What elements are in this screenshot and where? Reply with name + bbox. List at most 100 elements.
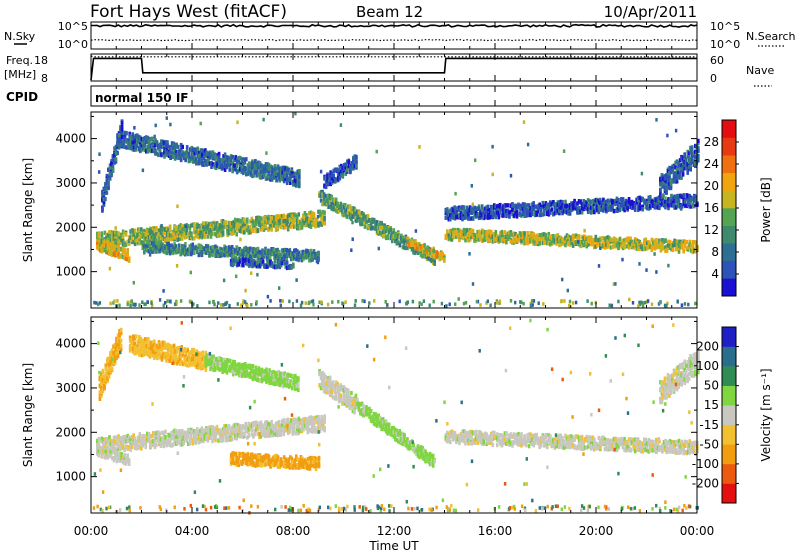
scatter-cell [488,234,491,239]
scatter-cell [336,176,340,181]
scatter-cell [215,221,219,226]
scatter-cell [270,247,273,252]
scatter-cell [168,299,172,304]
scatter-cell [427,251,431,256]
scatter-cell [676,193,679,199]
scatter-cell [568,205,572,210]
scatter-cell [211,162,215,167]
scatter-cell [490,229,493,235]
scatter-cell [285,167,289,172]
scatter-cell [159,230,163,235]
scatter-cell [282,261,286,266]
scatter-cell [371,225,374,230]
scatter-cell [122,139,125,144]
scatter-cell [285,253,288,259]
scatter-cell [173,235,176,240]
scatter-cell [108,163,112,168]
scatter-cell [346,165,349,170]
scatter-cell [300,255,304,260]
scatter-cell [494,214,498,220]
scatter-cell [147,234,151,240]
scatter-cell [212,223,216,228]
scatter-cell [574,300,578,305]
scatter-cell [183,247,187,252]
scatter-cell [246,223,249,228]
scatter-cell [333,207,336,212]
scatter-cell [232,163,236,168]
scatter-cell [483,230,487,235]
scatter-cell [263,264,266,269]
scatter-cell [120,125,124,130]
scatter-cell [671,196,675,201]
scatter-cell [230,254,234,259]
scatter-cell [124,232,128,237]
scatter-cell [143,241,146,247]
scatter-cell [608,240,611,245]
scatter-cell [644,300,647,305]
scatter-cell [347,210,350,215]
scatter-cell [523,213,526,218]
scatter-cell [494,237,498,242]
scatter-cell [282,177,286,182]
beam-label: Beam 12 [356,3,423,21]
scatter-cell [427,248,431,254]
scatter-cell [386,303,389,307]
scatter-cell [156,233,160,239]
scatter-cell [146,139,150,145]
scatter-cell [347,159,351,164]
scatter-cell [544,206,548,211]
scatter-cell [680,194,684,200]
scatter-cell [226,157,230,162]
scatter-cell [562,206,566,211]
scatter-cell [197,229,201,234]
scatter-cell [280,249,284,255]
scatter-cell [675,159,679,164]
scatter-cell [99,243,102,248]
scatter-cell [197,235,201,240]
scatter-cell [298,172,301,177]
scatter-cell [688,245,691,250]
scatter-cell [166,140,169,145]
scatter-cell [218,223,222,228]
scatter-cell [113,153,116,158]
scatter-cell [411,299,415,304]
scatter-cell [311,220,314,225]
scatter-cell [614,237,617,242]
scatter-cell [217,155,221,160]
scatter-cell [524,213,528,218]
scatter-cell [134,134,137,139]
scatter-cell [203,234,207,240]
scatter-cell [149,228,152,233]
scatter-cell [694,149,697,154]
scatter-cell [533,204,537,209]
scatter-cell [211,150,215,155]
scatter-cell [486,236,490,241]
scatter-cell [213,302,216,307]
scatter-cell [227,251,231,257]
scatter-cell [330,171,334,176]
scatter-cell [218,246,222,251]
scatter-cell [479,210,482,215]
scatter-cell [144,236,148,242]
scatter-cell [211,225,214,231]
scatter-cell [647,206,651,211]
scatter-cell [111,233,114,239]
scatter-cell [412,242,416,247]
scatter-cell [177,248,181,253]
scatter-cell [222,154,225,159]
scatter-cell [108,171,112,176]
scatter-cell [626,236,629,241]
scatter-cell [173,225,176,230]
scatter-cell [215,245,219,250]
scatter-cell [280,257,284,262]
scatter-cell [210,164,213,169]
scatter-cell [288,217,292,222]
scatter-cell [212,231,216,236]
scatter-cell [128,133,131,138]
scatter-cell [406,239,410,244]
scatter-cell [235,159,239,165]
freq-panel: Freq. [MHz] 18 8 60 0 Nave [4,53,774,87]
scatter-cell [126,142,130,147]
scatter-cell [199,234,202,239]
scatter-cell [524,240,528,245]
